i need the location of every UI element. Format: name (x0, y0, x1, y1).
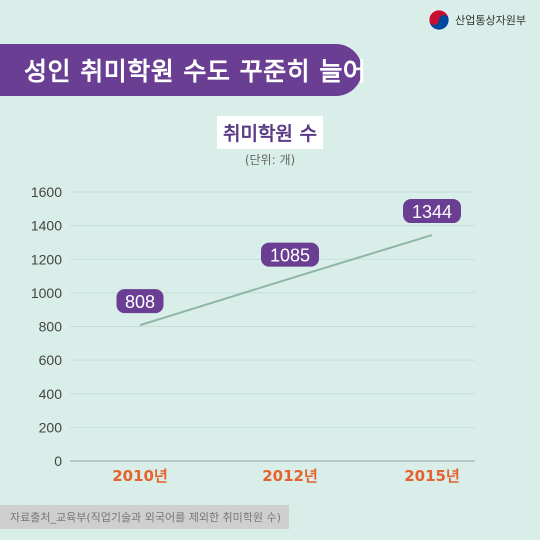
data-label: 808 (125, 292, 155, 312)
chart-title-text: 취미학원 수 (216, 116, 323, 149)
headline-title: 성인 취미학원 수도 꾸준히 늘어 (24, 57, 367, 86)
ministry-logo: 산업통상자원부 (428, 9, 526, 31)
chart-title: 취미학원 수 (0, 116, 540, 149)
data-label-bubble (403, 199, 461, 224)
data-line (139, 234, 433, 327)
y-tick-label: 800 (39, 319, 63, 335)
y-tick-label: 1400 (31, 218, 62, 234)
y-tick-label: 200 (39, 419, 63, 435)
data-label-bubble (116, 289, 164, 314)
y-tick-label: 1600 (31, 184, 62, 200)
ministry-name: 산업통상자원부 (455, 14, 526, 27)
data-label-bubble (261, 242, 319, 267)
y-tick-label: 600 (39, 352, 63, 368)
x-tick-label: 2010년 (112, 467, 168, 485)
chart-unit: (단위: 개) (244, 153, 296, 167)
y-tick-label: 1000 (31, 285, 62, 301)
government-emblem-icon (428, 9, 450, 31)
data-label: 1085 (270, 246, 310, 266)
x-tick-label: 2012년 (262, 467, 318, 485)
source-note: 자료출처_교육부(직업기술과 외국어를 제외한 취미학원 수) (0, 505, 289, 529)
y-tick-label: 1200 (31, 251, 62, 267)
y-tick-label: 400 (39, 386, 63, 402)
data-label: 1344 (412, 202, 452, 222)
y-tick-label: 0 (54, 453, 62, 469)
headline-banner: 성인 취미학원 수도 꾸준히 늘어 (0, 44, 366, 96)
x-tick-label: 2015년 (404, 467, 460, 485)
